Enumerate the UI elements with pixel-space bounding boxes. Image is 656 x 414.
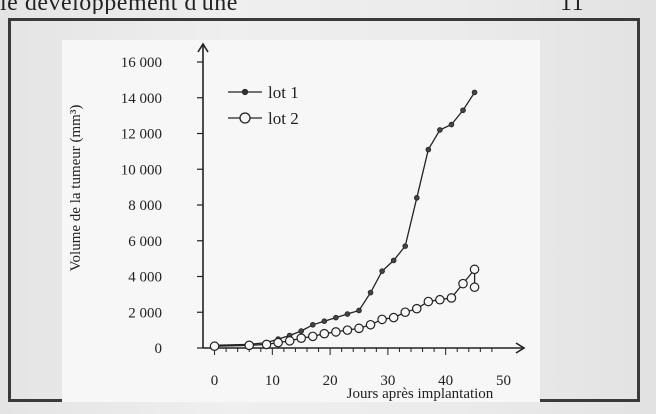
data-point-lot-2 (261, 339, 272, 350)
x-tick-label: 50 (496, 373, 511, 389)
data-point-lot-2 (244, 340, 255, 351)
data-point-lot-2 (458, 278, 468, 289)
y-tick-label: 10 000 (121, 162, 162, 178)
page-number: 11 (560, 0, 585, 14)
legend-marker-lot-2 (239, 112, 251, 124)
y-tick-label: 4 000 (128, 270, 162, 286)
data-point-lot-2 (342, 325, 353, 335)
y-tick-label: 6 000 (128, 234, 162, 250)
y-tick-label: 2 000 (128, 305, 162, 321)
axes (197, 42, 526, 354)
data-point-lot-1 (379, 268, 385, 274)
data-point-lot-2 (209, 341, 220, 352)
page-header-fragment: le développement d'une 11 (0, 0, 640, 14)
data-point-lot-2 (307, 331, 318, 342)
y-tick-label: 8 000 (128, 198, 162, 214)
data-point-lot-2 (377, 314, 387, 325)
data-point-lot-1 (298, 328, 305, 334)
series-layer (209, 89, 480, 352)
y-tick-label: 14 000 (121, 91, 162, 107)
x-tick-label: 10 (265, 373, 280, 389)
data-point-lot-1 (413, 195, 420, 201)
data-point-lot-1 (471, 89, 478, 96)
data-point-lot-2 (354, 323, 364, 334)
data-point-lot-1 (309, 321, 316, 328)
header-text: le développement d'une (0, 0, 238, 14)
data-point-lot-2 (284, 336, 295, 346)
data-point-lot-1 (390, 257, 397, 264)
data-point-lot-1 (402, 243, 409, 249)
tick-group: 0 2 000 4 000 6 000 8 000 10 000 12 000 14 000 1… (121, 55, 511, 389)
data-point-lot-2 (273, 337, 283, 348)
data-point-lot-2 (319, 328, 330, 339)
data-point-lot-2 (469, 282, 480, 293)
data-point-lot-2 (296, 333, 307, 343)
data-point-lot-1 (356, 307, 362, 314)
data-point-lot-2 (423, 296, 434, 307)
x-axis-arrow (515, 342, 526, 354)
data-point-lot-1 (460, 107, 466, 114)
data-point-lot-2 (446, 293, 457, 303)
x-tick-label: 40 (438, 373, 453, 389)
data-point-lot-2 (388, 312, 399, 323)
x-axis-label: Jours après implantation (347, 386, 494, 402)
legend-marker-lot-1 (241, 88, 249, 96)
x-tick-label: 30 (380, 373, 395, 389)
data-point-lot-2 (435, 294, 445, 305)
data-point-lot-2 (469, 264, 480, 275)
y-axis-label: Volume de la tumeur (mm³) (68, 105, 84, 272)
data-point-lot-1 (367, 289, 374, 296)
data-point-lot-1 (448, 121, 455, 128)
x-tick-label: 20 (323, 373, 338, 389)
legend: lot 1 lot 2 (228, 83, 299, 128)
data-point-lot-2 (365, 319, 376, 330)
data-point-lot-2 (400, 307, 411, 318)
legend-label-lot-1: lot 1 (268, 83, 299, 102)
data-point-lot-2 (331, 327, 341, 337)
data-point-lot-2 (411, 303, 422, 314)
y-tick-label: 12 000 (121, 127, 162, 143)
series-line-lot-2 (214, 267, 476, 347)
data-point-lot-1 (437, 127, 443, 133)
legend-label-lot-2: lot 2 (268, 109, 299, 128)
y-tick-label: 16 000 (121, 55, 162, 71)
y-axis-arrow (197, 42, 209, 53)
data-point-lot-1 (344, 311, 351, 317)
data-point-lot-1 (321, 318, 328, 324)
x-tick-label: 0 (211, 373, 219, 389)
y-tick-label: 0 (155, 341, 163, 357)
data-point-lot-1 (333, 314, 339, 321)
data-point-lot-1 (425, 146, 432, 153)
